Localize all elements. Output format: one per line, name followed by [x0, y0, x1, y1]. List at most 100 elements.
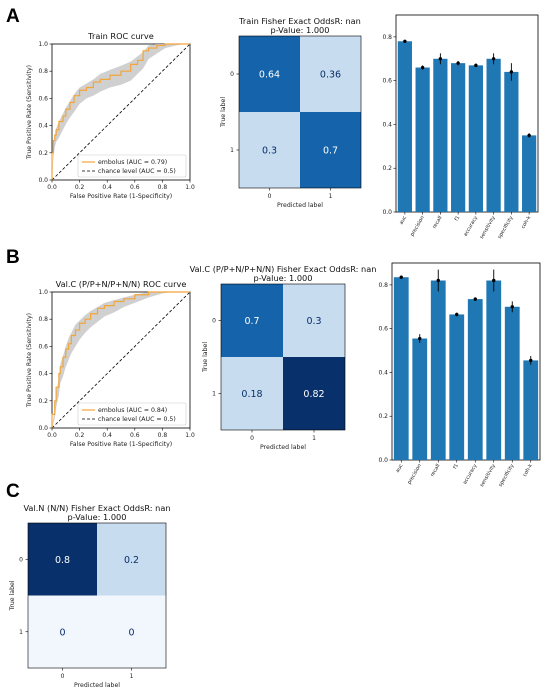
bar	[433, 58, 448, 213]
mean-marker	[438, 57, 443, 61]
roc_val_c-chart: Val.C (P/P+N/P+N/N) ROC curve 0.0 0.2 0.4 0.…	[26, 279, 195, 448]
y-tick-label: 0.4	[38, 123, 48, 130]
matrix-frame	[220, 283, 346, 431]
x-tick-label: f1	[454, 215, 462, 222]
matrix-frame	[27, 522, 167, 669]
cell-value: 0.18	[241, 389, 262, 400]
mean-marker	[436, 278, 440, 283]
y-tick-label: 0.6	[38, 343, 48, 350]
roc-curve	[51, 291, 190, 428]
cell-value: 0	[59, 627, 65, 638]
x-tick-label: 1	[329, 193, 333, 200]
y-tick-label: 0	[230, 71, 234, 78]
cell-value: 0.82	[303, 389, 324, 400]
bar	[412, 338, 428, 460]
y-tick-label: 0.6	[378, 326, 388, 333]
y-axis-label: True label	[202, 342, 209, 373]
x-tick-label: 0.8	[158, 432, 168, 439]
matrix-cell	[97, 523, 166, 596]
x-tick-label: 0.0	[47, 432, 57, 439]
y-axis-label: True Positive Rate (Sensitivity)	[26, 313, 33, 408]
cell-value: 0.8	[55, 555, 70, 566]
bar	[468, 65, 483, 212]
mean-marker	[455, 312, 459, 317]
x-tick-label: 0.6	[130, 432, 140, 439]
mean-marker	[456, 61, 460, 65]
matrix-cell	[300, 36, 361, 112]
cm_val_n-chart: Val.N (N/N) Fisher Exact OddsR: nanp-Val…	[9, 503, 171, 689]
x-tick-label: 0	[268, 193, 272, 200]
legend-box	[77, 402, 187, 426]
chance-line	[51, 43, 191, 181]
y-tick-label: 0	[212, 318, 216, 325]
cell-value: 0.7	[244, 316, 259, 327]
mean-marker	[420, 65, 425, 70]
bar	[451, 63, 466, 213]
y-axis-label: True label	[220, 97, 227, 128]
y-tick-label: 0	[19, 556, 23, 563]
x-tick-label: 0.2	[75, 184, 85, 191]
y-tick-label: 0.4	[382, 121, 392, 128]
bar	[523, 360, 539, 460]
x-tick-label: auc	[398, 215, 408, 226]
bar	[486, 280, 502, 460]
mean-marker	[509, 70, 514, 74]
bars_val_c-chart: auc precision recall f1 accuracy sensitivity s…	[378, 262, 541, 488]
roc_train-chart: Train ROC curve 0.0 0.2 0.4 0.6 0.8 1.0 0.0 0.2 0…	[26, 31, 195, 200]
y-tick-label: 0.2	[378, 413, 388, 420]
chart-title: Train Fisher Exact OddsR: nan	[238, 16, 361, 26]
cell-value: 0	[128, 627, 134, 638]
chart-title: Val.C (P/P+N/P+N/N) Fisher Exact OddsR: …	[190, 264, 377, 274]
x-tick-label: 0.6	[130, 184, 140, 191]
y-tick-label: 0.2	[38, 398, 48, 405]
y-tick-label: 0.8	[38, 68, 48, 75]
chart-title: Val.C (P/P+N/P+N/N) ROC curve	[56, 279, 187, 289]
roc-curve	[51, 43, 190, 180]
bar	[393, 277, 409, 460]
matrix-cell	[97, 595, 166, 668]
bar	[522, 135, 537, 212]
matrix-cell	[300, 112, 361, 188]
x-axis-label: False Positive Rate (1-Specificity)	[70, 193, 172, 200]
y-axis-label: True Positive Rate (Sensitivity)	[26, 65, 33, 160]
chart-title: Train ROC curve	[87, 31, 154, 41]
y-tick-label: 1.0	[38, 289, 48, 296]
matrix-cell	[221, 357, 283, 430]
chart-subtitle: p-Value: 1.000	[254, 273, 313, 283]
matrix-cell	[283, 284, 345, 357]
bar	[397, 41, 412, 213]
y-tick-label: 0.4	[378, 369, 388, 376]
x-tick-label: auc	[395, 463, 405, 474]
y-tick-label: 0.0	[382, 209, 392, 216]
mean-marker	[473, 297, 477, 301]
cell-value: 0.7	[323, 146, 338, 157]
x-axis-label: False Positive Rate (1-Specificity)	[70, 441, 172, 448]
legend-entry: chance level (AUC = 0.5)	[98, 416, 176, 423]
x-tick-label: 1	[130, 673, 134, 680]
matrix-frame	[238, 35, 362, 189]
legend-entry: chance level (AUC = 0.5)	[98, 168, 176, 175]
cell-value: 0.3	[262, 146, 277, 157]
chance-line	[51, 291, 191, 429]
x-axis-label: Predicted label	[260, 444, 306, 451]
matrix-cell	[239, 112, 300, 188]
matrix-cell	[239, 36, 300, 112]
x-tick-label: 1.0	[185, 184, 195, 191]
bar	[504, 306, 520, 460]
cell-value: 0.3	[306, 316, 321, 327]
bar	[449, 314, 465, 460]
x-tick-label: f1	[452, 463, 460, 470]
matrix-cell	[221, 284, 283, 357]
bar	[467, 299, 483, 460]
x-tick-label: 0	[61, 673, 65, 680]
matrix-cell	[283, 357, 345, 430]
y-tick-label: 0.2	[382, 165, 392, 172]
mean-marker	[527, 133, 531, 138]
legend-entry: embolus (AUC = 0.84)	[98, 407, 167, 414]
mean-marker	[418, 336, 422, 341]
legend-entry: embolus (AUC = 0.79)	[98, 159, 167, 166]
x-tick-label: 0.2	[75, 432, 85, 439]
y-axis-label: True label	[9, 580, 16, 611]
y-tick-label: 0.8	[38, 316, 48, 323]
